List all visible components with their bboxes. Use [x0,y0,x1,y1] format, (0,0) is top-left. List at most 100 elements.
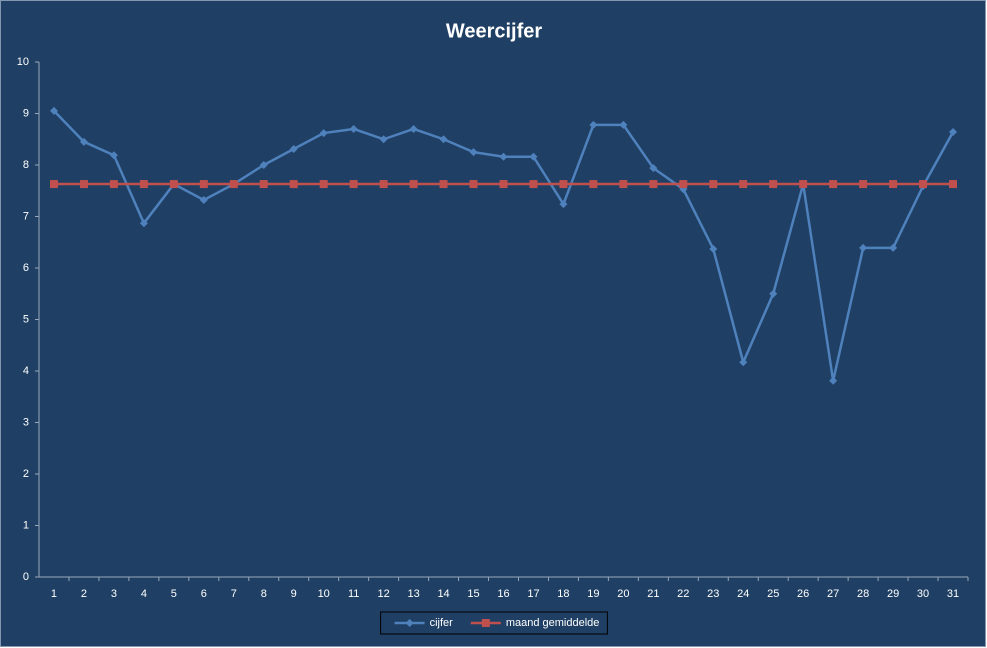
marker [859,243,868,252]
x-tick-label: 22 [677,588,689,600]
marker [259,180,268,189]
x-tick-label: 1 [51,588,57,600]
x-tick-label: 9 [291,588,297,600]
marker [529,152,538,161]
y-tick-label: 5 [23,313,29,325]
marker [139,219,148,228]
marker [589,180,598,189]
y-tick-label: 9 [23,107,29,119]
marker [709,244,718,253]
marker [559,200,568,209]
x-tick-label: 16 [497,588,509,600]
marker [409,180,418,189]
legend: cijfer maand gemiddelde [380,611,608,635]
marker [289,180,298,189]
marker [439,180,448,189]
marker [829,376,838,385]
marker [589,120,598,129]
chart-title: Weercijfer [446,20,543,42]
x-tick-label: 13 [407,588,419,600]
marker [739,180,748,189]
marker [169,180,178,189]
legend-label: maand gemiddelde [506,617,600,629]
marker [379,180,388,189]
marker [649,180,658,189]
marker [769,180,778,189]
x-tick-label: 27 [827,588,839,600]
marker [619,120,628,129]
marker [439,135,448,144]
marker [349,180,358,189]
y-tick-label: 6 [23,262,29,274]
marker [319,180,328,189]
marker [49,106,58,115]
marker [769,289,778,298]
x-tick-label: 20 [617,588,629,600]
x-tick-label: 11 [348,588,359,600]
x-tick-label: 26 [797,588,809,600]
y-tick-label: 3 [23,416,29,428]
marker [109,180,118,189]
marker [679,180,688,189]
x-tick-label: 23 [707,588,719,600]
x-tick-label: 8 [261,588,267,600]
marker [49,180,58,189]
y-tick-label: 4 [23,365,29,377]
marker [229,180,238,189]
marker [79,137,88,146]
x-tick-label: 2 [81,588,87,600]
x-tick-label: 3 [111,588,117,600]
y-tick-label: 0 [23,571,29,583]
x-tick-label: 5 [171,588,177,600]
marker [259,161,268,169]
x-tick-label: 29 [887,588,899,600]
y-tick-label: 1 [23,519,29,531]
x-tick-label: 10 [318,588,330,600]
marker [499,152,508,161]
marker [469,180,478,189]
marker [859,180,868,189]
marker [139,180,148,189]
x-tick-label: 30 [917,588,929,600]
marker [379,135,388,144]
marker [889,243,898,252]
y-tick-label: 2 [23,468,29,480]
marker [319,129,328,138]
marker [949,180,958,189]
marker [529,180,538,189]
y-tick-label: 8 [23,159,29,171]
x-tick-label: 7 [231,588,237,600]
marker [469,148,478,157]
marker [709,180,718,189]
marker [649,164,658,173]
legend-box [380,611,608,635]
x-tick-label: 17 [527,588,539,600]
marker [919,180,928,189]
x-tick-label: 28 [857,588,869,600]
marker [739,358,748,367]
marker [829,180,838,189]
marker [889,180,898,189]
marker [199,180,208,189]
marker [559,180,568,189]
marker [79,180,88,189]
marker [949,128,958,137]
marker [499,180,508,189]
marker [199,196,208,205]
x-tick-label: 12 [378,588,390,600]
marker [619,180,628,189]
x-tick-label: 6 [201,588,207,600]
x-tick-label: 31 [947,588,959,600]
x-tick-label: 25 [767,588,779,600]
marker [481,619,490,627]
legend-label: cijfer [430,617,454,629]
marker [289,145,298,154]
x-tick-label: 4 [141,588,147,600]
marker [799,180,808,189]
x-tick-label: 19 [587,588,599,600]
x-tick-label: 21 [647,588,659,600]
y-tick-label: 7 [23,210,29,222]
